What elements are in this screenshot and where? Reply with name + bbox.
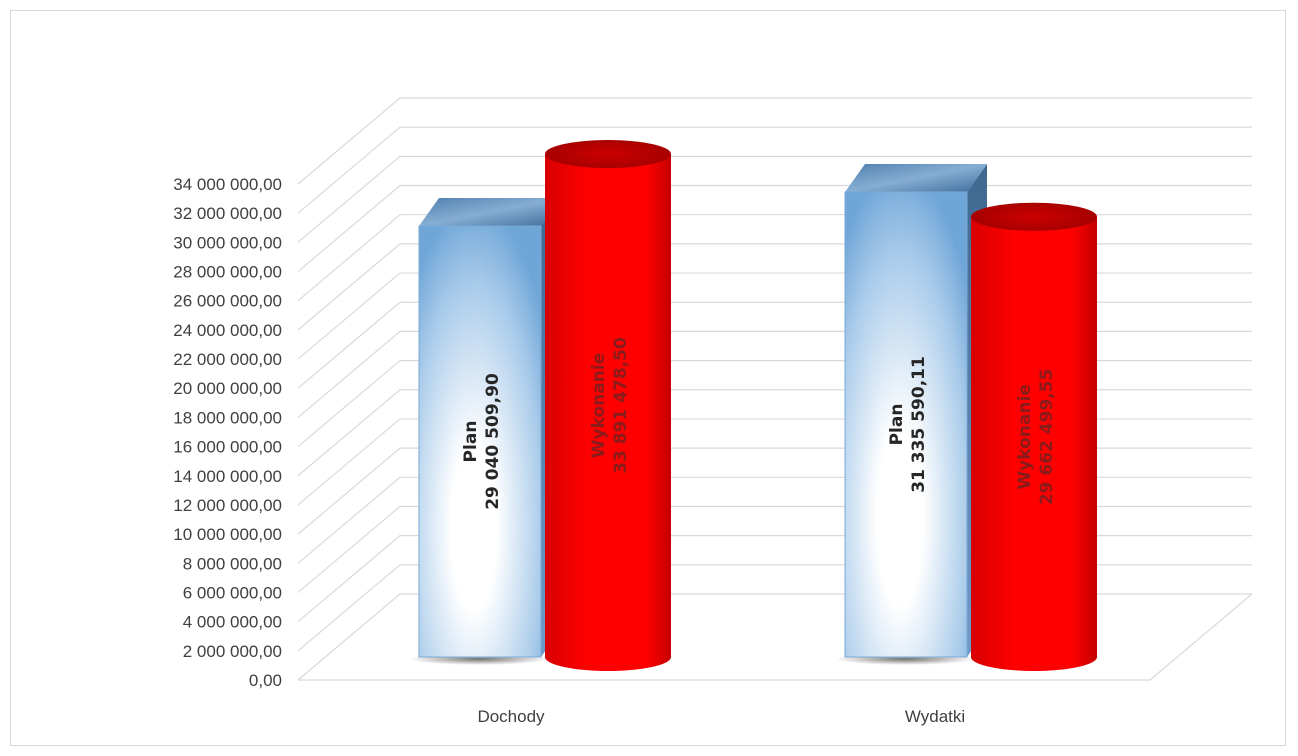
bar-plan-label: Plan 31 335 590,11 xyxy=(887,356,929,493)
x-axis-categories: Dochody Wydatki xyxy=(477,707,965,726)
bar-plan-dochody xyxy=(418,225,542,658)
y-tick-label: 22 000 000,00 xyxy=(173,350,282,369)
gridline xyxy=(297,155,1252,243)
y-tick-label: 14 000 000,00 xyxy=(173,467,282,486)
bar-wykonanie-dochody xyxy=(545,154,671,672)
gridline xyxy=(297,126,1252,214)
y-tick-label: 4 000 000,00 xyxy=(183,613,282,632)
bar-wykonanie-top xyxy=(545,140,671,169)
y-tick-label: 24 000 000,00 xyxy=(173,321,282,340)
y-tick-label: 16 000 000,00 xyxy=(173,438,282,457)
x-category-label: Dochody xyxy=(477,707,545,726)
y-tick-label: 0,00 xyxy=(249,671,282,690)
data-label-value: 31 335 590,11 xyxy=(909,356,929,493)
data-label-series: Plan xyxy=(887,404,907,446)
y-tick-label: 10 000 000,00 xyxy=(173,525,282,544)
y-tick-label: 18 000 000,00 xyxy=(173,408,282,427)
data-label-series: Wykonanie xyxy=(1015,384,1035,489)
gridline xyxy=(297,97,1252,185)
bars: Plan 29 040 509,90 Wykonanie 33 891 478,50 P… xyxy=(409,140,1097,672)
bar-wykonanie-top xyxy=(971,202,1097,231)
data-label-value: 29 040 509,90 xyxy=(483,373,503,510)
bar-plan-top xyxy=(419,198,561,226)
bar-wykonanie-label: Wykonanie 29 662 499,55 xyxy=(1015,369,1057,506)
bar-wykonanie-label: Wykonanie 33 891 478,50 xyxy=(589,337,631,474)
y-tick-label: 20 000 000,00 xyxy=(173,379,282,398)
data-label-value: 29 662 499,55 xyxy=(1037,369,1057,506)
bar-plan-wydatki xyxy=(844,191,968,658)
bar-wykonanie-wydatki xyxy=(971,216,1097,671)
data-label-series: Wykonanie xyxy=(589,353,609,458)
y-tick-label: 30 000 000,00 xyxy=(173,233,282,252)
y-axis-ticks: 0,00 2 000 000,00 4 000 000,00 6 000 000,00… xyxy=(173,175,282,690)
data-label-series: Plan xyxy=(461,421,481,463)
x-category-label: Wydatki xyxy=(905,707,965,726)
floor-edge xyxy=(1149,593,1253,681)
y-tick-label: 34 000 000,00 xyxy=(173,175,282,194)
y-tick-label: 8 000 000,00 xyxy=(183,554,282,573)
bar-plan-top xyxy=(845,163,987,192)
y-tick-label: 32 000 000,00 xyxy=(173,204,282,223)
bar-plan-label: Plan 29 040 509,90 xyxy=(461,373,503,510)
y-tick-label: 28 000 000,00 xyxy=(173,263,282,282)
y-tick-label: 2 000 000,00 xyxy=(183,642,282,661)
y-tick-label: 6 000 000,00 xyxy=(183,583,282,602)
data-label-value: 33 891 478,50 xyxy=(611,337,631,474)
y-tick-label: 12 000 000,00 xyxy=(173,496,282,515)
y-tick-label: 26 000 000,00 xyxy=(173,292,282,311)
